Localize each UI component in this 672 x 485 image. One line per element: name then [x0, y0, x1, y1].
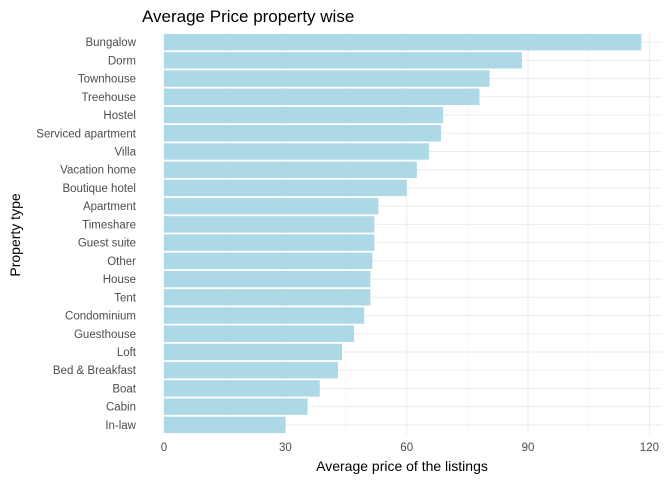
x-tick-label: 0	[161, 442, 167, 454]
bar	[164, 197, 379, 215]
x-tick-label: 90	[522, 442, 535, 454]
bar	[164, 307, 365, 324]
bar	[164, 179, 407, 197]
bar	[164, 216, 375, 233]
y-tick-label: Cabin	[106, 402, 136, 414]
y-axis-title: Property type	[7, 193, 23, 276]
x-tick-label: 60	[400, 442, 413, 454]
y-tick-label: In-law	[105, 420, 136, 432]
x-tick-label: 30	[279, 442, 292, 454]
y-tick-label: Serviced apartment	[36, 128, 137, 140]
y-tick-label: Treehouse	[81, 92, 136, 104]
bar	[164, 289, 371, 306]
bar	[164, 161, 417, 178]
bar	[164, 416, 286, 434]
bar	[164, 125, 442, 142]
bar	[164, 52, 522, 69]
bar	[164, 70, 490, 87]
bar	[164, 362, 338, 379]
y-tick-label: Other	[107, 256, 136, 268]
y-tick-label: Condominium	[65, 311, 136, 323]
y-tick-label: Bungalow	[85, 37, 136, 49]
y-tick-labels: Bungalow Dorm Townhouse Treehouse Hostel Serv…	[36, 37, 137, 432]
bar	[164, 106, 444, 124]
y-tick-label: Boutique hotel	[62, 183, 136, 195]
bar	[164, 252, 373, 270]
bar	[164, 325, 355, 342]
bars	[164, 33, 642, 434]
y-tick-label: Loft	[117, 347, 137, 359]
y-tick-label: Bed & Breakfast	[53, 365, 137, 377]
bar	[164, 143, 429, 160]
y-tick-label: Dorm	[108, 55, 136, 67]
y-tick-label: Timeshare	[82, 219, 136, 231]
y-tick-label: Tent	[114, 292, 137, 304]
y-tick-label: Guest suite	[78, 238, 136, 250]
y-tick-label: Boat	[112, 383, 136, 395]
x-tick-label: 120	[640, 442, 659, 454]
bar	[164, 343, 342, 361]
bar	[164, 234, 375, 251]
y-tick-label: Guesthouse	[74, 329, 136, 341]
y-tick-label: Hostel	[103, 110, 136, 122]
bar	[164, 398, 308, 415]
bar	[164, 380, 320, 397]
y-tick-label: House	[103, 274, 136, 286]
x-tick-labels: 0 30 60 90 120	[161, 442, 659, 454]
y-tick-label: Villa	[114, 146, 136, 158]
bar	[164, 270, 371, 288]
y-tick-label: Townhouse	[78, 74, 136, 86]
bar	[164, 88, 480, 105]
x-axis-title: Average price of the listings	[316, 458, 488, 474]
y-tick-label: Apartment	[83, 201, 137, 213]
chart-title: Average Price property wise	[142, 7, 354, 26]
bar	[164, 33, 642, 51]
y-tick-label: Vacation home	[60, 165, 136, 177]
